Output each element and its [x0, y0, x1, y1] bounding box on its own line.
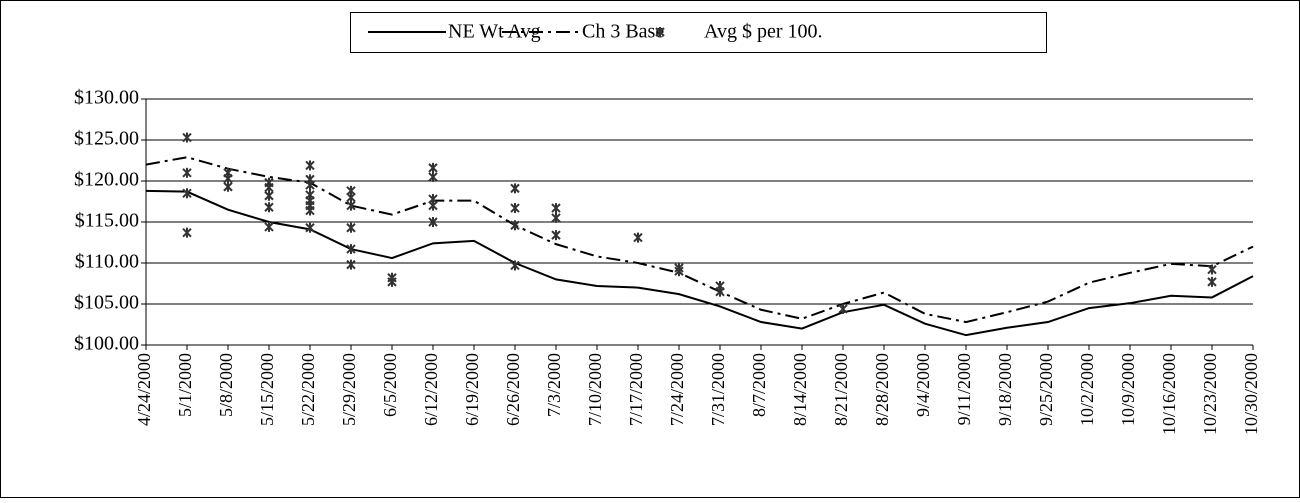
marker [551, 212, 561, 223]
x-tick-label: 8/7/2000 [749, 353, 769, 417]
y-tick-label: $100.00 [74, 333, 139, 355]
x-tick-label: 9/25/2000 [1036, 353, 1056, 426]
x-tick-label: 8/28/2000 [872, 353, 892, 426]
legend-label: Avg $ per 100. [704, 21, 823, 43]
marker [264, 202, 274, 213]
x-tick-label: 5/29/2000 [339, 353, 359, 426]
y-tick-label: $115.00 [75, 210, 139, 232]
legend-label: NE Wt Avg [448, 21, 541, 43]
x-tick-label: 6/5/2000 [380, 353, 400, 417]
marker [182, 167, 192, 178]
x-tick-label: 10/30/2000 [1241, 353, 1261, 435]
x-tick-label: 7/24/2000 [667, 353, 687, 426]
x-tick-label: 10/16/2000 [1159, 353, 1179, 435]
marker [305, 205, 315, 216]
x-tick-label: 5/8/2000 [216, 353, 236, 417]
y-tick-label: $120.00 [74, 169, 139, 191]
marker [428, 200, 438, 211]
marker [305, 180, 315, 191]
marker [510, 220, 520, 231]
x-tick-label: 10/9/2000 [1118, 353, 1138, 426]
marker [510, 203, 520, 214]
marker [346, 222, 356, 233]
marker [264, 221, 274, 232]
x-tick-label: 5/22/2000 [298, 353, 318, 426]
x-tick-label: 6/19/2000 [462, 353, 482, 426]
x-tick-label: 4/24/2000 [134, 353, 154, 426]
marker [223, 181, 233, 192]
marker [428, 217, 438, 227]
marker [182, 132, 192, 143]
marker [715, 286, 725, 297]
y-tick-label: $105.00 [74, 292, 139, 314]
x-tick-label: 8/21/2000 [831, 353, 851, 426]
marker [428, 162, 438, 173]
x-tick-label: 7/10/2000 [585, 353, 605, 426]
y-tick-label: $110.00 [75, 251, 139, 273]
marker [674, 266, 684, 277]
marker [428, 171, 438, 182]
x-tick-label: 9/18/2000 [995, 353, 1015, 426]
x-tick-label: 10/2/2000 [1077, 353, 1097, 426]
y-tick-label: $130.00 [74, 87, 139, 109]
marker [346, 259, 356, 270]
series-line [145, 189, 1254, 337]
x-tick-label: 6/12/2000 [421, 353, 441, 426]
series-line [145, 156, 1254, 324]
marker [305, 160, 315, 171]
x-tick-label: 9/4/2000 [913, 353, 933, 417]
x-tick-label: 7/3/2000 [544, 353, 564, 417]
marker [346, 200, 356, 211]
marker [1207, 264, 1217, 275]
marker [346, 244, 356, 255]
marker [655, 27, 665, 37]
marker [182, 227, 192, 238]
marker [305, 222, 315, 233]
marker [264, 190, 274, 201]
x-tick-label: 9/11/2000 [954, 353, 974, 425]
x-tick-label: 8/14/2000 [790, 353, 810, 426]
marker [838, 303, 848, 314]
marker [387, 276, 397, 287]
x-tick-label: 10/23/2000 [1200, 353, 1220, 435]
marker [551, 203, 561, 214]
legend-label: Ch 3 Base [582, 21, 664, 43]
x-tick-label: 7/17/2000 [626, 353, 646, 426]
marker [510, 260, 520, 271]
marker [633, 232, 643, 243]
x-tick-label: 5/15/2000 [257, 353, 277, 426]
marker [551, 230, 561, 241]
marker [1207, 276, 1217, 287]
y-tick-label: $125.00 [74, 128, 139, 150]
marker [510, 183, 520, 194]
x-tick-label: 6/26/2000 [503, 353, 523, 426]
marker [182, 188, 192, 199]
x-tick-label: 7/31/2000 [708, 353, 728, 426]
x-tick-label: 5/1/2000 [175, 353, 195, 417]
legend-box [350, 12, 1047, 53]
